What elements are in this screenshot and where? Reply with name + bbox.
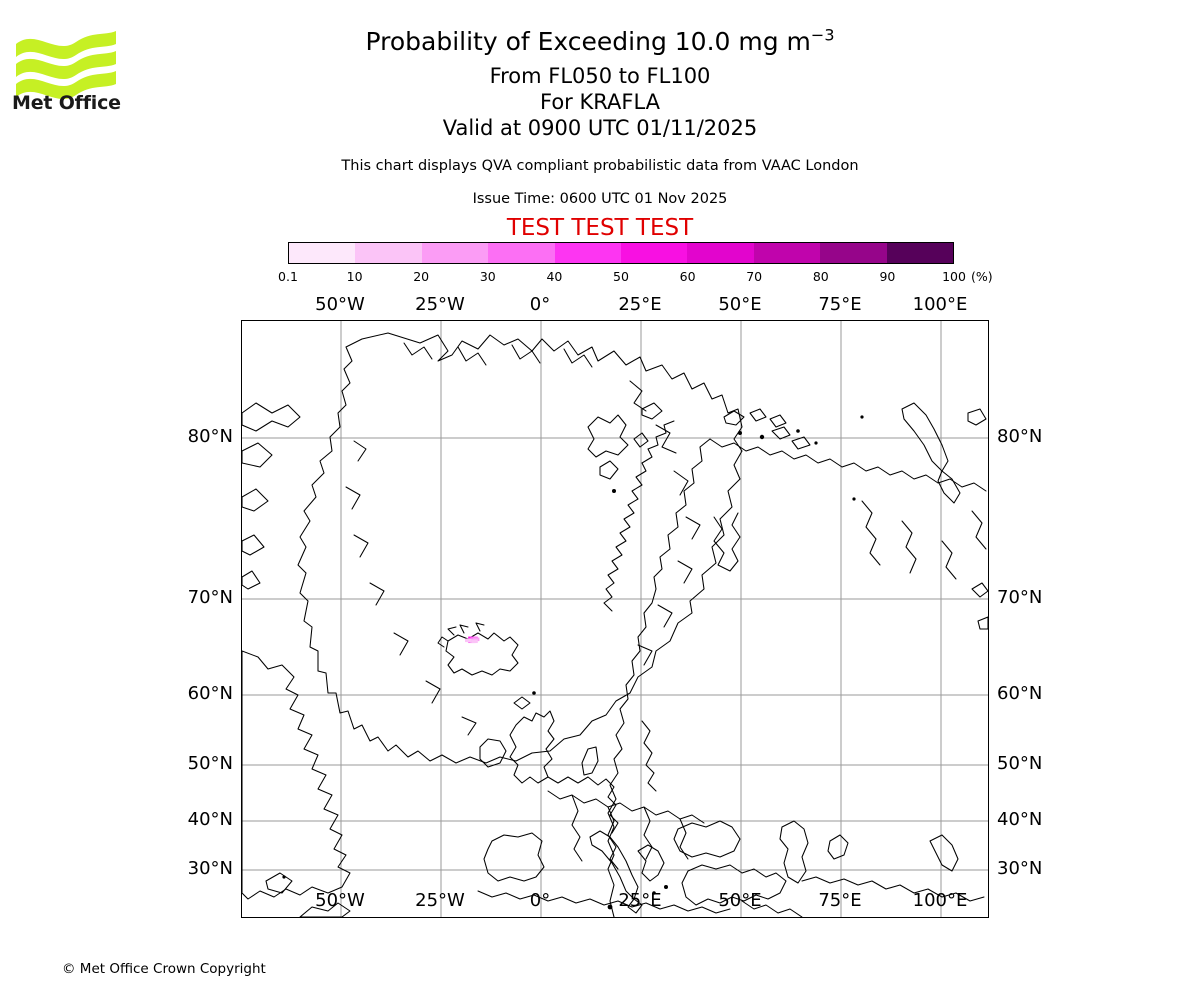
latitude-label-80degN: 80°N [187,426,233,447]
colorbar-tick-labels: 0.1 10 20 30 40 50 60 70 80 90 100 [278,268,966,286]
longitude-axis-top: 50°W 25°W 0° 25°E 50°E 75°E 100°E [241,294,989,316]
colorbar-segment-8 [820,243,887,263]
longitude-label-25degE: 25°E [618,890,662,911]
colorbar-segment-0 [289,243,356,263]
map-canvas [242,321,988,917]
latitude-label-70degN: 70°N [997,587,1043,608]
map-plot-area [241,320,989,918]
colorbar-tick-100: 100 [942,269,966,284]
title-flight-levels: From FL050 to FL100 [489,64,711,88]
latitude-label-30degN: 30°N [187,858,233,879]
qva-note: This chart displays QVA compliant probab… [341,158,859,174]
latitude-label-60degN: 60°N [997,683,1043,704]
map-coastlines [242,332,988,917]
title-valid-time: Valid at 0900 UTC 01/11/2025 [442,116,758,140]
ash-probability-plume [465,636,480,644]
longitude-axis-bottom: 50°W 25°W 0° 25°E 50°E 75°E 100°E [241,890,989,912]
latitude-label-70degN: 70°N [187,587,233,608]
latitude-axis-left: 80°N 70°N 60°N 50°N 40°N 30°N [0,320,233,918]
colorbar [288,242,954,264]
colorbar-unit-label: (%) [971,269,993,284]
latitude-label-30degN: 30°N [997,858,1043,879]
colorbar-segment-1 [355,243,422,263]
colorbar-tick-0.1: 0.1 [278,269,298,284]
colorbar-tick-10: 10 [346,269,363,284]
longitude-label-50degE: 50°E [718,890,762,911]
colorbar-tick-20: 20 [413,269,430,284]
page-title-text: Probability of Exceeding 10.0 mg m [365,27,811,56]
colorbar-segment-7 [753,243,821,263]
map-gridlines [242,321,988,917]
colorbar-tick-30: 30 [479,269,496,284]
longitude-label-50degW: 50°W [315,294,365,315]
latitude-label-60degN: 60°N [187,683,233,704]
colorbar-tick-40: 40 [546,269,563,284]
longitude-label-25degW: 25°W [415,294,465,315]
page-title-superscript: −3 [810,25,835,45]
colorbar-segment-3 [488,243,555,263]
colorbar-tick-50: 50 [613,269,629,284]
colorbar-segment-5 [621,243,688,263]
colorbar-tick-90: 90 [879,269,896,284]
met-office-logo [16,31,116,100]
latitude-label-50degN: 50°N [187,753,233,774]
longitude-label-50degE: 50°E [718,294,762,315]
longitude-label-75degE: 75°E [818,890,862,911]
colorbar-gradient [288,242,954,264]
title-volcano: For KRAFLA [540,90,660,114]
plume-cell-8 [465,638,472,643]
longitude-label-0deg: 0° [529,890,551,911]
plume-cell-3 [473,637,480,642]
test-banner: TEST TEST TEST [506,215,694,241]
longitude-label-75degE: 75°E [818,294,862,315]
longitude-label-0deg: 0° [529,294,551,315]
plume-cell-7 [471,639,478,644]
page-title: Probability of Exceeding 10.0 mg m−3 [0,26,1200,58]
latitude-label-50degN: 50°N [997,753,1043,774]
colorbar-tick-60: 60 [679,269,696,284]
issue-time: Issue Time: 0600 UTC 01 Nov 2025 [472,191,728,207]
colorbar-segment-2 [421,243,489,263]
longitude-label-100degE: 100°E [912,294,968,315]
latitude-label-80degN: 80°N [997,426,1043,447]
latitude-label-40degN: 40°N [997,809,1043,830]
colorbar-segment-9 [886,243,954,263]
met-office-wordmark: Met Office [12,92,121,114]
colorbar-segment-4 [554,243,622,263]
longitude-label-100degE: 100°E [912,890,968,911]
latitude-label-40degN: 40°N [187,809,233,830]
longitude-label-25degW: 25°W [415,890,465,911]
copyright-notice: © Met Office Crown Copyright [62,961,266,977]
colorbar-tick-70: 70 [746,269,763,284]
longitude-label-50degW: 50°W [315,890,365,911]
colorbar-tick-80: 80 [812,269,829,284]
map-frame [241,320,989,918]
colorbar-segment-6 [687,243,754,263]
longitude-label-25degE: 25°E [618,294,662,315]
latitude-axis-right: 80°N 70°N 60°N 50°N 40°N 30°N [997,320,1197,918]
